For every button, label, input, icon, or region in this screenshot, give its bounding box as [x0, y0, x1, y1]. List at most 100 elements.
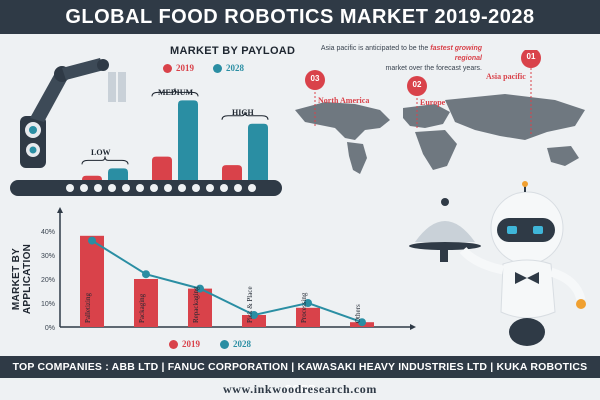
series-point-2028-2 [196, 284, 204, 293]
conveyor-wheel [178, 184, 186, 192]
cloche-handle [441, 198, 449, 206]
top-companies: TOP COMPANIES : ABB LTD | FANUC CORPORAT… [12, 361, 588, 395]
marker-europe [407, 76, 427, 96]
conveyor-belt [10, 180, 282, 196]
marker-rank-north-america: 03 [310, 74, 320, 83]
y-tick-label: 10% [41, 301, 55, 308]
robot-body [500, 259, 556, 319]
robot-eye-right [533, 226, 543, 234]
conveyor-wheel [108, 184, 116, 192]
conveyor-wheel [234, 184, 242, 192]
robot-antenna-tip [522, 181, 528, 187]
robot-hand [576, 299, 586, 309]
map-asia [445, 94, 585, 140]
robot-arm-illustration [20, 58, 126, 168]
conveyor-wheel [220, 184, 228, 192]
application-bar-0-2019 [80, 235, 104, 327]
payload-bar-low-2019 [82, 175, 102, 180]
marker-rank-europe: 02 [412, 80, 422, 89]
series-line-2028 [91, 239, 363, 324]
map-europe [403, 104, 450, 128]
conveyor-wheel [164, 184, 172, 192]
series-point-2028-1 [142, 270, 150, 279]
robot-bowtie [515, 272, 539, 284]
payload-bar-high-2028 [248, 123, 268, 180]
app-legend-2028-dot [220, 340, 229, 349]
robot-arm-wrist [97, 59, 109, 71]
conveyor-wheel [248, 184, 256, 192]
map-africa [415, 130, 457, 170]
world-map [295, 94, 585, 174]
robot-arm-upper-segment [62, 58, 104, 80]
legend-2019-label: 2019 [176, 63, 194, 73]
payload-brace-medium [151, 88, 199, 97]
application-axes [57, 207, 416, 330]
application-bars [80, 235, 374, 327]
marker-rank-asia-pacific: 01 [526, 52, 536, 61]
robot-gripper [108, 72, 116, 102]
map-north-america [295, 102, 390, 140]
payload-bar-low-2028 [108, 168, 128, 180]
robot-arm-left [459, 246, 504, 275]
payload-category-braces [81, 88, 269, 165]
tray [409, 242, 481, 250]
application-line [88, 236, 366, 327]
payload-bar-high-2019 [222, 165, 242, 180]
payload-bar-medium-2028 [178, 100, 198, 180]
conveyor-wheel [66, 184, 74, 192]
tray-stand [440, 248, 448, 262]
robot-arm-joint-center [29, 146, 37, 154]
footer-bar [0, 356, 600, 378]
application-bar-4-2019 [296, 307, 320, 327]
payload-bars [82, 100, 268, 180]
robot-arm-right [549, 267, 586, 302]
app-legend-2019-dot [169, 340, 178, 349]
marker-asia-pacific [521, 50, 541, 68]
app-legend-2019-label: 2019 [182, 339, 200, 349]
application-category-labels: Palletizing Packaging Repackaging Pick & Pl… [84, 286, 362, 323]
category-label: Pick & Place [246, 286, 254, 323]
application-bar-3-2019 [242, 315, 266, 327]
application-y-ticks: 0% 10% 20% 30% 40% [41, 229, 55, 332]
payload-label-low: LOW [91, 148, 111, 157]
application-bar-line-chart: 0% 10% 20% 30% 40% Palletizing Packaging Repac… [41, 207, 416, 332]
payload-bar-medium-2019 [152, 156, 172, 180]
conveyor-wheel [80, 184, 88, 192]
conveyor-wheel [122, 184, 130, 192]
robot-wheel-base [509, 318, 545, 346]
application-bar-1-2019 [134, 279, 158, 327]
payload-brace-high [221, 111, 269, 120]
region-label-europe: Europe [420, 98, 446, 107]
region-label-asia-pacific: Asia pacific [486, 72, 526, 81]
website-link[interactable]: www.inkwoodresearch.com [222, 382, 378, 396]
conveyor-wheel [192, 184, 200, 192]
payload-brace-low [81, 156, 129, 165]
region-markers [305, 50, 541, 134]
robot-arm-lower-segment [30, 73, 68, 122]
cloche [415, 221, 475, 242]
category-label: Repackaging [192, 286, 200, 323]
conveyor-wheels [66, 184, 256, 192]
series-point-2028-3 [250, 311, 258, 319]
category-label: Processing [300, 292, 308, 323]
category-label: Palletizing [84, 293, 92, 323]
robot-waiter-illustration [409, 181, 586, 346]
robot-gripper [118, 72, 126, 102]
header-bar [0, 0, 600, 34]
conveyor-wheel [206, 184, 214, 192]
y-tick-label: 20% [41, 277, 55, 284]
page-title: GLOBAL FOOD ROBOTICS MARKET 2019-2028 [65, 6, 535, 28]
payload-label-high: HIGH [232, 108, 254, 117]
region-note-highlight: fastest growing regional [430, 45, 482, 62]
legend-2028-label: 2028 [226, 63, 244, 73]
y-tick-label: 40% [41, 229, 55, 236]
y-tick-label: 30% [41, 253, 55, 260]
robot-visor [497, 218, 555, 242]
payload-bar-chart [10, 88, 282, 196]
payload-label-medium: MEDIUM [158, 88, 194, 97]
legend-2019-dot [163, 64, 172, 73]
payload-chart-title: MARKET BY PAYLOAD [170, 45, 296, 57]
conveyor-wheel [136, 184, 144, 192]
region-note: Asia pacific is anticipated to be the fa… [302, 44, 482, 74]
x-axis-arrow [410, 324, 416, 330]
